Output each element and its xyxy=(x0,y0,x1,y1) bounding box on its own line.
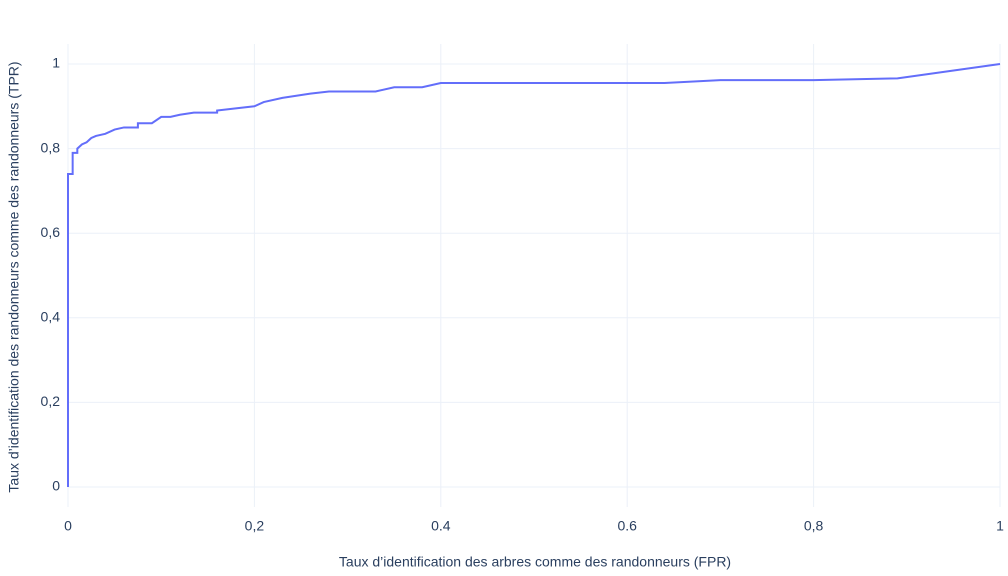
y-tick-label: 1 xyxy=(52,55,60,71)
y-axis-label: Taux d’identification des randonneurs co… xyxy=(6,61,22,492)
x-axis-label: Taux d’identification des arbres comme d… xyxy=(339,554,731,570)
x-tick-label: 0.6 xyxy=(617,518,637,534)
x-tick-label: 0.4 xyxy=(431,518,451,534)
x-tick-label: 1 xyxy=(996,518,1004,534)
x-tick-label: 0 xyxy=(64,518,72,534)
roc-line xyxy=(67,63,1001,487)
y-tick-label: 0,4 xyxy=(41,309,61,325)
y-tick-label: 0 xyxy=(52,478,60,494)
y-tick-label: 0,8 xyxy=(41,139,61,155)
y-tick-label: 0,2 xyxy=(41,393,61,409)
y-tick-label: 0,6 xyxy=(41,224,61,240)
x-tick-label: 0,8 xyxy=(804,518,824,534)
x-tick-label: 0,2 xyxy=(245,518,265,534)
